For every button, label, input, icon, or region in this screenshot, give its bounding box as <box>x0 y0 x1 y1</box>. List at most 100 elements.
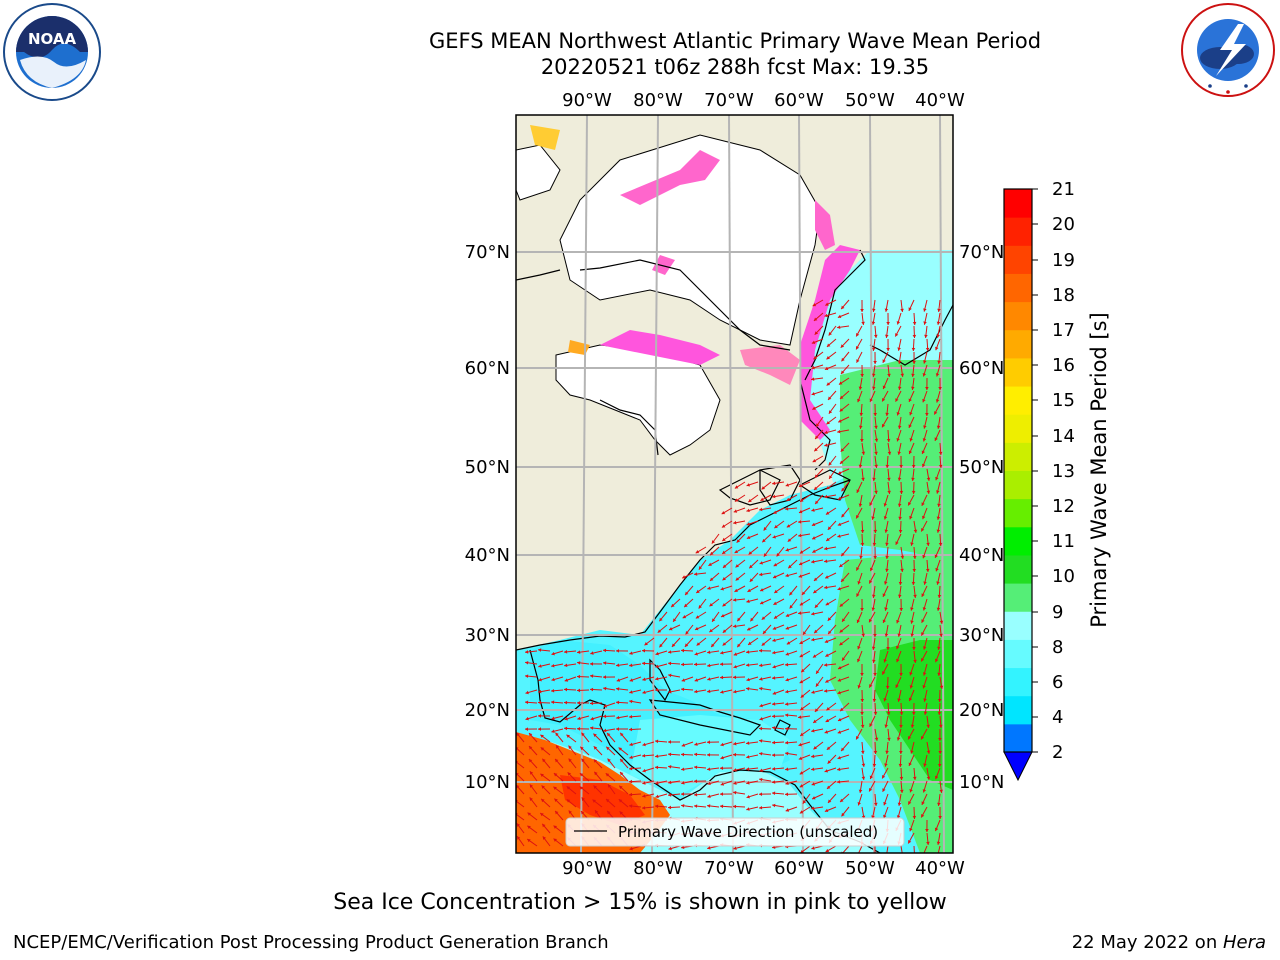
wave-arrow-head <box>841 552 845 557</box>
wave-arrow-head <box>774 524 778 529</box>
wave-arrow-head <box>898 516 902 520</box>
wave-arrow-head <box>749 578 754 582</box>
wave-arrow-head <box>922 398 926 403</box>
wave-arrow-head <box>861 321 865 325</box>
wave-arrow-head <box>746 781 750 785</box>
wave-arrow-head <box>746 767 750 771</box>
wave-arrow-head <box>908 307 912 311</box>
wave-arrow-head <box>772 702 776 706</box>
wave-arrow-head <box>759 561 764 565</box>
wave-arrow-head <box>922 854 925 857</box>
wave-arrow-head <box>785 613 790 617</box>
wave-arrow-head <box>813 317 818 321</box>
wave-arrow-head <box>655 651 659 656</box>
wave-arrow-head <box>733 689 737 694</box>
wave-arrow-head <box>564 650 568 654</box>
wave-arrow-head <box>551 677 555 682</box>
wave-arrow-head <box>733 781 737 785</box>
wave-arrow-head <box>577 661 581 665</box>
wave-arrow-head <box>923 711 928 715</box>
wave-arrow-head <box>722 537 726 541</box>
wave-arrow-head <box>619 785 623 790</box>
wave-arrow-head <box>910 607 914 611</box>
chart-title: GEFS MEAN Northwest Atlantic Primary Wav… <box>428 29 1042 53</box>
wave-arrow-head <box>899 464 903 468</box>
wave-arrow-head <box>789 591 793 596</box>
wave-arrow-head <box>837 767 841 772</box>
wave-arrow-head <box>856 489 860 493</box>
wave-arrow-head <box>871 347 876 351</box>
wave-arrow-head <box>925 568 930 572</box>
wave-arrow-head <box>566 734 570 738</box>
wave-arrow-head <box>812 458 817 463</box>
wave-arrow-head <box>681 767 685 772</box>
wave-arrow-head <box>733 804 737 809</box>
wave-arrow-head <box>772 726 776 730</box>
wave-arrow-head <box>733 846 737 850</box>
wave-arrow-head <box>616 663 620 667</box>
wave-arrow-head <box>629 755 633 759</box>
wave-arrow-head <box>826 706 830 711</box>
wave-arrow-head <box>811 806 815 811</box>
wave-arrow-head <box>759 805 763 810</box>
wave-arrow-head <box>538 664 542 668</box>
colorbar-tick-label: 9 <box>1052 602 1063 623</box>
wave-arrow-head <box>685 591 689 596</box>
wave-arrow-head <box>826 343 831 347</box>
wave-arrow-head <box>681 752 685 757</box>
wave-arrow-head <box>644 642 648 646</box>
wave-arrow-head <box>811 690 815 694</box>
wave-arrow-head <box>772 780 776 784</box>
wave-arrow-head <box>761 486 766 490</box>
wave-arrow-head <box>882 671 886 675</box>
wave-arrow-head <box>860 308 864 312</box>
wave-arrow-head <box>937 503 941 507</box>
wave-arrow-head <box>837 429 841 434</box>
wave-arrow-head <box>707 753 711 757</box>
wave-arrow-head <box>772 626 777 630</box>
wave-arrow-head <box>837 314 842 319</box>
colorbar-segment <box>1004 386 1032 415</box>
wave-arrow-head <box>629 663 633 668</box>
wave-arrow-head <box>882 359 886 363</box>
wave-arrow-head <box>773 601 777 605</box>
wave-arrow-head <box>816 670 820 674</box>
wave-arrow-head <box>747 627 751 631</box>
wave-arrow-head <box>924 334 928 338</box>
wave-arrow-head <box>681 648 685 653</box>
wave-arrow-head <box>899 776 904 780</box>
colorbar-tick-label: 10 <box>1052 566 1075 587</box>
wave-arrow-head <box>910 750 914 754</box>
wave-arrow-head <box>813 719 817 723</box>
wave-arrow-head <box>811 767 815 772</box>
wave-arrow-head <box>659 643 663 648</box>
wave-arrow-head <box>886 711 891 715</box>
wave-arrow-head <box>895 541 899 545</box>
wave-arrow-head <box>734 549 739 554</box>
wave-arrow-head <box>556 745 560 749</box>
wave-arrow-head <box>813 577 818 581</box>
wave-arrow-head <box>811 392 815 396</box>
wave-arrow-head <box>736 539 741 543</box>
wave-arrow-head <box>825 848 830 853</box>
wave-arrow-head <box>759 507 763 512</box>
wave-arrow-head <box>872 763 877 767</box>
wave-arrow-head <box>872 308 876 312</box>
wave-arrow-head <box>759 703 763 708</box>
nws-logo <box>1181 3 1275 97</box>
wave-arrow-head <box>912 321 917 325</box>
colorbar-tick-label: 11 <box>1052 531 1075 552</box>
wave-arrow-head <box>908 502 912 506</box>
wave-arrow-head <box>707 767 711 771</box>
wave-arrow-head <box>883 801 887 806</box>
wave-arrow-head <box>909 788 913 793</box>
wave-arrow-head <box>590 687 594 692</box>
wave-arrow-head <box>607 810 611 815</box>
wave-arrow-head <box>925 347 930 351</box>
wave-arrow-head <box>763 553 768 557</box>
wave-arrow-head <box>669 627 673 631</box>
wave-arrow-head <box>936 841 941 845</box>
wave-arrow-head <box>762 538 766 543</box>
wave-arrow-head <box>936 334 940 338</box>
wave-arrow-head <box>938 542 943 546</box>
